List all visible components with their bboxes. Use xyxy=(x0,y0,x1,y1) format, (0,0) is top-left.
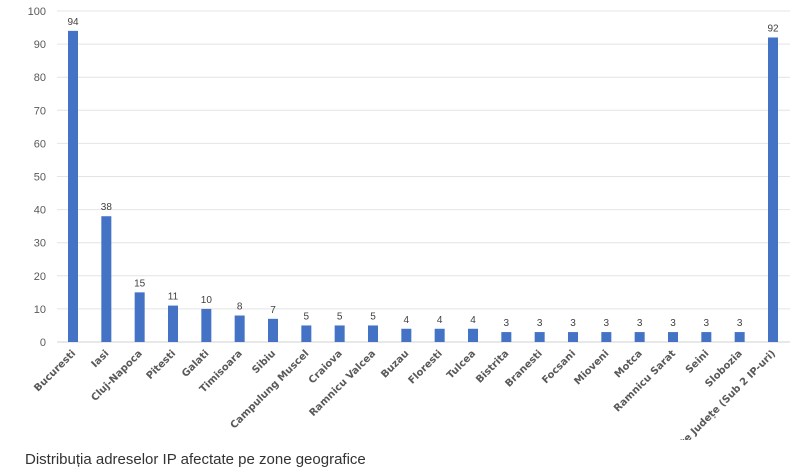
data-label: 3 xyxy=(704,318,710,329)
y-tick-label: 80 xyxy=(34,72,46,84)
data-label: 5 xyxy=(304,311,310,322)
data-label: 4 xyxy=(404,315,410,326)
data-label: 3 xyxy=(670,318,676,329)
bar xyxy=(434,328,445,342)
data-label: 11 xyxy=(168,292,179,303)
bar xyxy=(668,332,678,342)
x-tick-label: Ramnicu Valcea xyxy=(308,348,379,419)
y-tick-label: 50 xyxy=(34,172,46,184)
y-tick-label: 0 xyxy=(40,337,46,349)
bar xyxy=(368,325,378,342)
y-tick-label: 20 xyxy=(34,271,46,283)
figure-caption: Distribuția adreselor IP afectate pe zon… xyxy=(25,451,366,468)
x-tick-label: Pitesti xyxy=(145,348,179,382)
data-label: 4 xyxy=(437,315,443,326)
data-label: 3 xyxy=(637,318,643,329)
data-label: 4 xyxy=(470,315,476,326)
data-label: 3 xyxy=(570,318,576,329)
y-tick-label: 100 xyxy=(28,6,46,18)
x-tick-label: Iasi xyxy=(90,348,112,370)
bar xyxy=(201,308,212,342)
bar xyxy=(601,332,612,342)
bar xyxy=(334,325,345,342)
data-label: 8 xyxy=(237,302,243,313)
data-label: 3 xyxy=(737,318,743,329)
bar xyxy=(268,318,278,342)
bar xyxy=(501,332,512,342)
bar xyxy=(168,305,178,342)
y-tick-label: 90 xyxy=(34,39,46,51)
data-label: 92 xyxy=(767,23,779,34)
x-tick-label: Bucuresti xyxy=(32,348,78,394)
bar xyxy=(634,332,645,342)
y-tick-label: 10 xyxy=(34,304,46,316)
data-label: 3 xyxy=(537,318,543,329)
data-label: 94 xyxy=(67,17,79,28)
x-tick-label: Motca xyxy=(613,348,645,380)
data-label: 3 xyxy=(504,318,510,329)
y-tick-label: 60 xyxy=(34,138,46,150)
bar xyxy=(401,328,412,342)
x-tick-label: Tulcea xyxy=(445,348,478,381)
y-tick-label: 70 xyxy=(34,105,46,117)
x-tick-label: Seini xyxy=(684,348,712,376)
data-label: 38 xyxy=(101,202,113,213)
y-tick-label: 40 xyxy=(34,205,46,217)
data-label: 5 xyxy=(370,311,376,322)
bar xyxy=(134,292,145,342)
x-tick-label: Sibiu xyxy=(250,348,278,376)
x-tick-label: Floresti xyxy=(407,348,445,386)
y-tick-label: 30 xyxy=(34,238,46,250)
bar xyxy=(534,332,545,342)
data-label: 3 xyxy=(604,318,610,329)
x-tick-label: Buzau xyxy=(379,348,411,380)
data-label: 7 xyxy=(270,305,276,316)
data-label: 10 xyxy=(201,295,213,306)
x-tick-label: Galati xyxy=(180,348,211,379)
bar xyxy=(468,328,478,342)
bar xyxy=(568,332,578,342)
data-label: 15 xyxy=(134,278,146,289)
bar xyxy=(768,37,778,342)
x-tick-label: Mioveni xyxy=(572,348,611,387)
bar xyxy=(68,30,78,343)
bar-chart: 010203040506070809010094Bucuresti38Iasi1… xyxy=(28,6,790,440)
bar xyxy=(701,332,712,342)
x-tick-label: Ramnicu Sarat xyxy=(612,348,678,414)
bar xyxy=(301,325,312,342)
data-label: 5 xyxy=(337,311,343,322)
bar xyxy=(734,332,745,342)
bar xyxy=(101,216,112,342)
bar xyxy=(234,315,245,342)
